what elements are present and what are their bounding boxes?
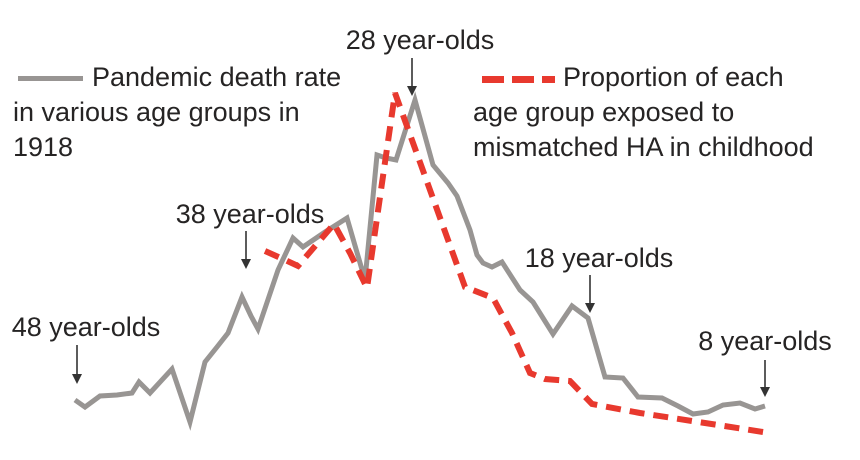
- death-rate-line-swatch: [18, 76, 83, 81]
- arrow-38-year-olds: [241, 231, 251, 269]
- label-8-year-olds: 8 year-olds: [698, 326, 832, 356]
- legend-death-rate-line-2: in various age groups in: [13, 97, 300, 127]
- legend-death-rate-line-3: 1918: [13, 132, 74, 162]
- legend-exposure-line-1: Proportion of each: [563, 62, 784, 92]
- label-18-year-olds: 18 year-olds: [524, 243, 674, 273]
- label-38-year-olds: 38 year-olds: [175, 199, 325, 229]
- legend-death-rate: Pandemic death rate in various age group…: [13, 60, 363, 165]
- label-28-year-olds: 28 year-olds: [345, 25, 495, 55]
- series-layer: [73, 91, 766, 435]
- arrow-18-year-olds: [585, 275, 595, 313]
- legend-exposure-line-2: age group exposed to: [473, 97, 735, 127]
- arrow-8-year-olds: [760, 360, 770, 397]
- exposure-line-swatch: [482, 76, 555, 83]
- arrow-48-year-olds: [72, 345, 82, 384]
- arrow-28-year-olds: [407, 58, 417, 96]
- label-48-year-olds: 48 year-olds: [11, 312, 161, 342]
- series-exposure: [263, 91, 764, 435]
- legend-death-rate-line-1: Pandemic death rate: [92, 62, 342, 92]
- series-death-rate: [73, 91, 766, 431]
- legend-exposure: Proportion of each age group exposed to …: [473, 60, 848, 165]
- legend-exposure-line-3: mismatched HA in childhood: [473, 132, 814, 162]
